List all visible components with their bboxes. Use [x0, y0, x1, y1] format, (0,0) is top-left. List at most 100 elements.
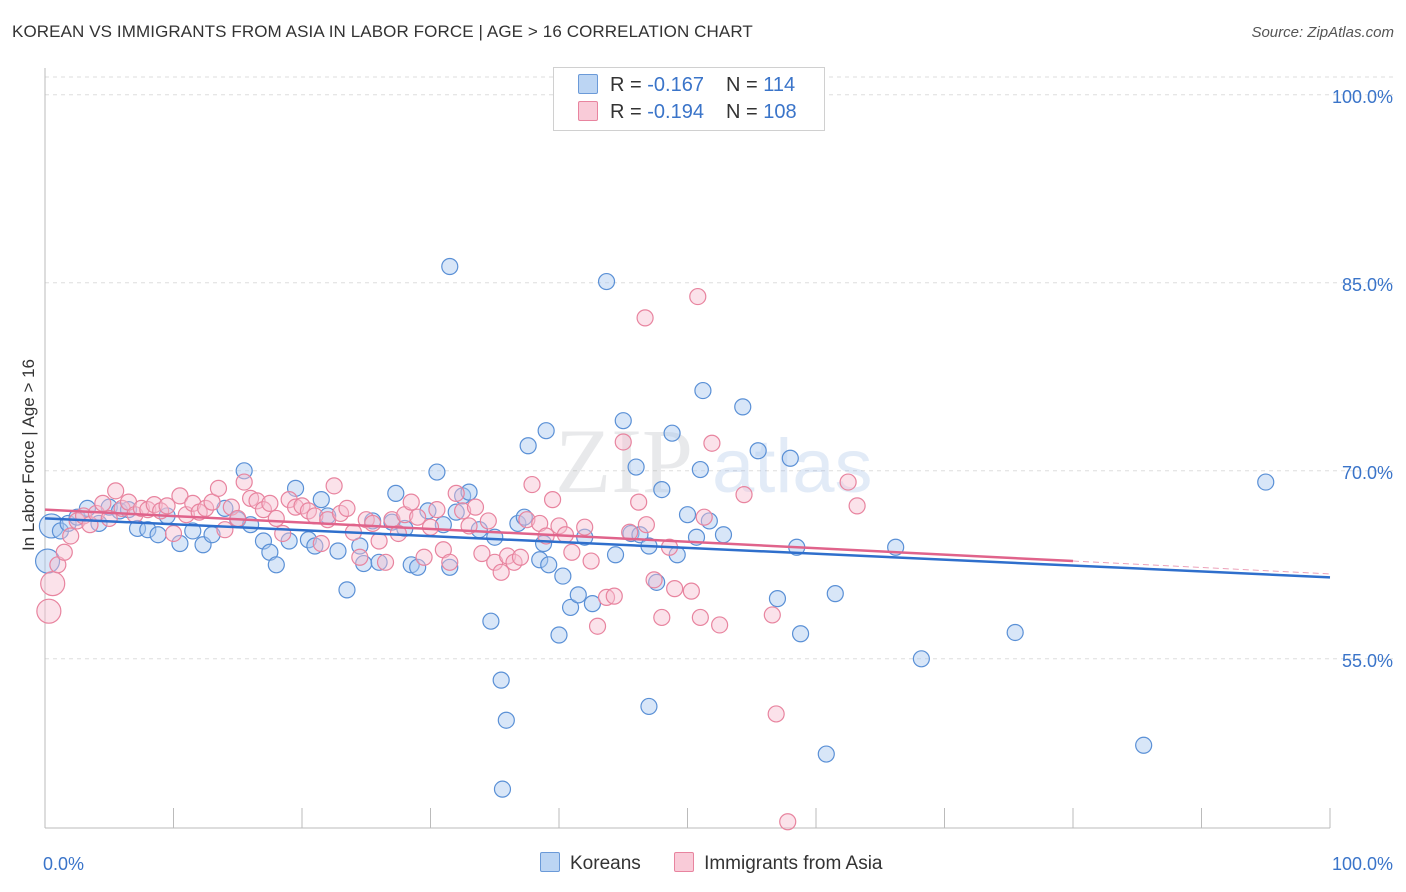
- korean-point: [1006, 623, 1024, 642]
- korean-point: [149, 526, 167, 544]
- immigrant-point: [550, 517, 568, 535]
- data-points: [34, 257, 1275, 831]
- korean-point: [597, 272, 616, 291]
- immigrant-point: [576, 518, 594, 536]
- tick-labels: 55.0% 70.0% 85.0% 100.0% 0.0% 100.0%: [43, 87, 1393, 874]
- immigrant-point: [158, 497, 176, 515]
- legend-n-label: N =: [725, 101, 764, 123]
- legend-box: R = -0.167 N = 114 R = -0.194 N = 108: [553, 67, 825, 131]
- immigrant-point: [107, 482, 125, 500]
- korean-point: [614, 412, 632, 430]
- immigrant-trend-line: [44, 508, 1074, 563]
- korean-point: [826, 585, 844, 603]
- korean-point: [409, 558, 427, 576]
- immigrant-point: [312, 534, 330, 553]
- immigrant-point: [454, 502, 472, 520]
- immigrant-point: [682, 582, 700, 600]
- immigrant-point: [40, 570, 66, 597]
- legend-swatch-blue: [578, 74, 598, 94]
- immigrant-point: [216, 521, 234, 539]
- legend-r-value: -0.194: [647, 101, 704, 123]
- watermark-zip: ZIP: [555, 410, 693, 512]
- korean-point: [492, 671, 510, 689]
- korean-point: [460, 483, 478, 501]
- korean-point: [734, 398, 752, 416]
- immigrant-point: [499, 547, 517, 565]
- korean-point: [627, 458, 645, 476]
- korean-point: [515, 508, 533, 526]
- immigrant-point: [839, 473, 857, 491]
- bottom-legend-koreans: Koreans: [540, 852, 641, 875]
- bottom-legend-label: Koreans: [570, 853, 641, 874]
- immigrant-point: [254, 501, 273, 519]
- korean-point: [768, 590, 787, 608]
- korean-point: [912, 650, 930, 668]
- legend-n-value: 108: [763, 101, 797, 123]
- immigrant-point: [703, 434, 721, 452]
- legend-r-value: -0.167: [647, 74, 704, 96]
- immigrant-point: [666, 580, 684, 598]
- immigrant-point: [364, 514, 382, 533]
- immigrant-point: [511, 548, 530, 566]
- korean-point: [441, 257, 459, 276]
- immigrant-point: [588, 617, 607, 635]
- korean-point: [569, 586, 587, 604]
- korean-point: [781, 449, 799, 467]
- korean-point: [540, 556, 558, 574]
- x-tick-label-max: 100.0%: [1332, 854, 1393, 874]
- korean-point: [312, 491, 330, 509]
- korean-trend-line: [44, 517, 1331, 579]
- y-tick-label: 70.0%: [1342, 463, 1393, 483]
- legend-swatch-pink: [578, 101, 598, 121]
- korean-point: [329, 542, 347, 560]
- immigrant-point: [691, 608, 709, 627]
- immigrant-point: [492, 563, 510, 581]
- immigrant-point: [145, 496, 163, 514]
- immigrant-point: [428, 501, 446, 519]
- y-tick-label: 55.0%: [1342, 651, 1393, 671]
- korean-point: [791, 625, 810, 643]
- immigrant-trend-extension: [1072, 560, 1331, 575]
- immigrant-point: [209, 479, 228, 497]
- korean-point: [447, 503, 465, 521]
- immigrant-point: [518, 511, 536, 529]
- korean-point: [509, 514, 527, 533]
- immigrant-point: [711, 616, 729, 634]
- korean-point: [139, 521, 157, 539]
- korean-point: [561, 598, 580, 617]
- immigrant-point: [203, 493, 221, 511]
- immigrant-point: [763, 606, 781, 624]
- korean-point: [519, 437, 537, 455]
- korean-point: [1135, 736, 1153, 754]
- korean-point: [482, 612, 500, 630]
- bottom-legend-label: Immigrants from Asia: [704, 853, 883, 874]
- immigrant-point: [636, 309, 654, 327]
- immigrant-point: [235, 473, 253, 491]
- immigrant-point: [415, 548, 433, 566]
- korean-point: [749, 442, 767, 460]
- korean-point: [648, 573, 666, 591]
- korean-point: [583, 595, 602, 613]
- immigrant-point: [563, 543, 581, 561]
- immigrant-point: [62, 527, 80, 545]
- y-tick-label: 85.0%: [1342, 275, 1393, 295]
- immigrant-point: [55, 543, 73, 561]
- legend-row-koreans: R = -0.167 N = 114: [578, 74, 795, 100]
- korean-point: [537, 422, 555, 440]
- korean-point: [387, 484, 405, 502]
- korean-point: [419, 502, 437, 520]
- chart-title: KOREAN VS IMMIGRANTS FROM ASIA IN LABOR …: [12, 22, 753, 41]
- immigrant-point: [653, 608, 671, 627]
- immigrant-point: [351, 548, 369, 566]
- immigrant-point: [582, 552, 600, 570]
- immigrant-point: [605, 587, 623, 605]
- immigrant-point: [36, 598, 62, 624]
- immigrant-point: [466, 498, 485, 516]
- bottom-legend-swatch-blue: [540, 852, 560, 872]
- trend-lines: [44, 508, 1331, 579]
- immigrant-point: [645, 571, 663, 589]
- korean-point: [338, 581, 356, 599]
- korean-point: [640, 697, 658, 716]
- legend-row-immigrants: R = -0.194 N = 108: [578, 101, 797, 127]
- immigrant-point: [370, 532, 388, 550]
